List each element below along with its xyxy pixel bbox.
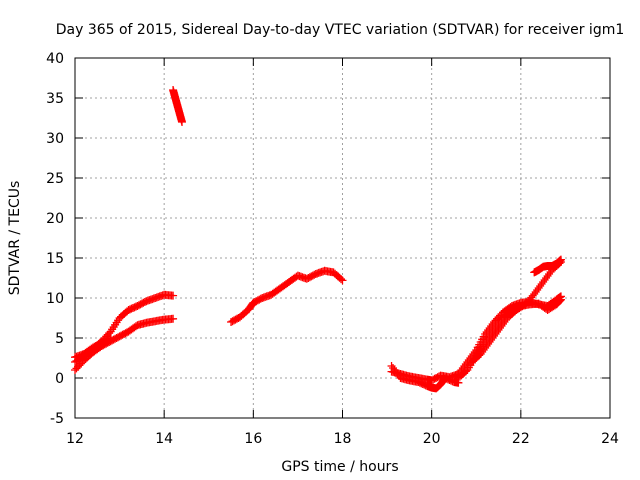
series-markers bbox=[227, 266, 347, 326]
x-tick-label: 18 bbox=[334, 431, 352, 447]
series-arc-2 bbox=[169, 86, 186, 126]
series-arc-4-up bbox=[387, 367, 463, 385]
x-tick-label: 24 bbox=[601, 431, 619, 447]
data-series bbox=[71, 86, 565, 393]
series-markers bbox=[71, 314, 178, 374]
series-arc-1-lower bbox=[71, 314, 178, 374]
y-tick-label: 15 bbox=[46, 251, 64, 267]
y-tick-label: 20 bbox=[46, 211, 64, 227]
series-markers bbox=[530, 255, 565, 277]
series-markers bbox=[169, 86, 186, 126]
series-arc-1-mid bbox=[71, 334, 115, 362]
x-tick-label: 20 bbox=[423, 431, 441, 447]
series-arc-3 bbox=[227, 266, 347, 326]
y-tick-label: 30 bbox=[46, 131, 64, 147]
y-tick-label: 0 bbox=[55, 371, 64, 387]
series-markers bbox=[71, 334, 115, 362]
y-tick-label: 40 bbox=[46, 51, 64, 67]
y-tick-label: -5 bbox=[50, 411, 64, 427]
y-tick-label: 25 bbox=[46, 171, 64, 187]
x-tick-label: 22 bbox=[512, 431, 530, 447]
chart-title: Day 365 of 2015, Sidereal Day-to-day VTE… bbox=[56, 22, 625, 38]
x-tick-label: 12 bbox=[66, 431, 84, 447]
y-tick-label: 5 bbox=[55, 331, 64, 347]
axis-ticks: 12 14 16 18 20 22 24 -5 0 5 10 15 20 25 30 35 40 bbox=[46, 51, 619, 447]
y-tick-label: 10 bbox=[46, 291, 64, 307]
y-axis-label: SDTVAR / TECUs bbox=[7, 181, 23, 296]
grid-lines bbox=[75, 58, 610, 418]
x-tick-label: 14 bbox=[155, 431, 173, 447]
series-arc-5-d bbox=[530, 255, 565, 277]
x-tick-label: 16 bbox=[244, 431, 262, 447]
series-markers bbox=[387, 367, 463, 385]
y-tick-label: 35 bbox=[46, 91, 64, 107]
x-axis-label: GPS time / hours bbox=[281, 459, 398, 475]
